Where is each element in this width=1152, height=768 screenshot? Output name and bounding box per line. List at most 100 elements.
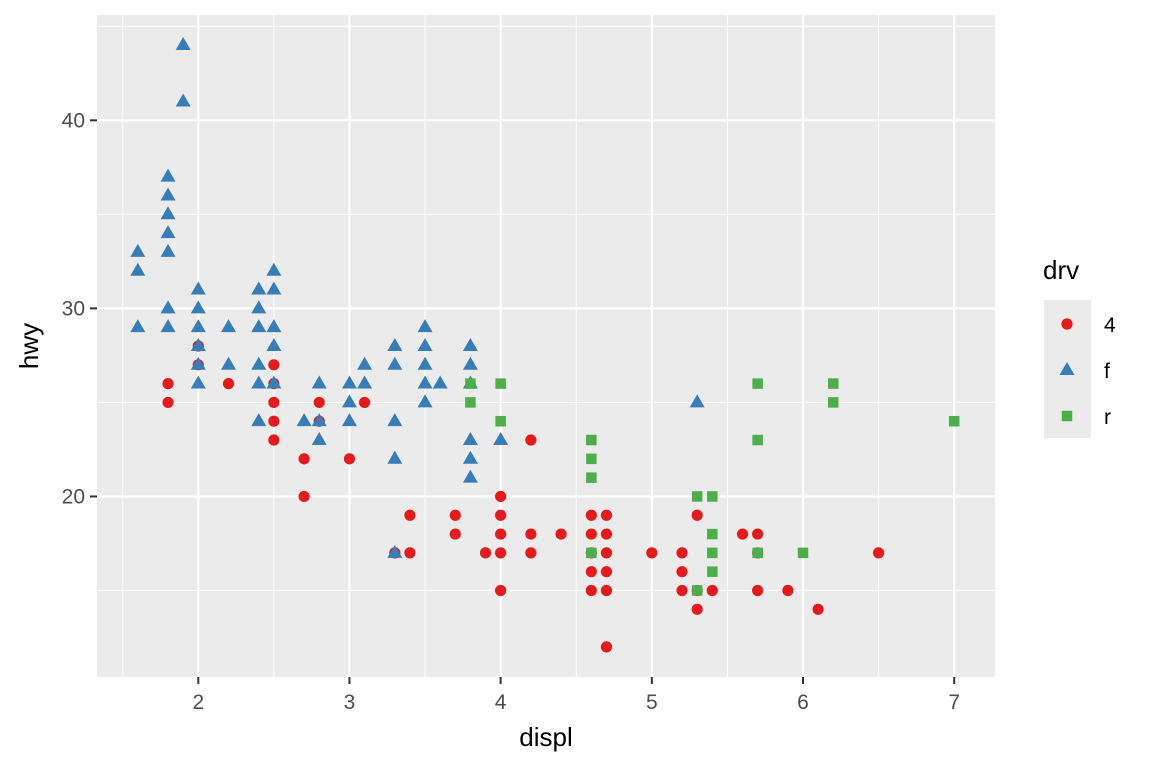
data-point	[268, 434, 280, 446]
data-point	[162, 396, 174, 409]
data-point	[555, 528, 567, 540]
data-point	[266, 375, 282, 389]
y-tick-label: 40	[62, 109, 85, 132]
data-point	[341, 394, 357, 408]
data-point	[251, 413, 267, 427]
data-point	[782, 584, 794, 597]
data-point	[417, 394, 433, 408]
data-point	[341, 413, 357, 427]
data-point	[585, 584, 597, 597]
data-point	[586, 547, 597, 559]
major-gridlines	[97, 15, 995, 677]
data-point	[175, 93, 191, 107]
data-point	[462, 337, 478, 351]
data-point	[311, 375, 327, 389]
data-point	[495, 528, 507, 540]
data-point	[190, 319, 206, 333]
data-point	[600, 584, 613, 597]
legend-label: f	[1104, 360, 1110, 383]
data-point	[357, 356, 373, 370]
legend-key-r	[1061, 410, 1073, 422]
data-point	[479, 547, 492, 559]
legend: drv 4 fr	[1043, 255, 1116, 438]
data-point	[752, 378, 763, 389]
data-point	[251, 375, 267, 389]
data-point	[298, 490, 310, 503]
data-point	[752, 434, 763, 446]
x-tick-label: 2	[192, 691, 204, 714]
data-point	[449, 509, 461, 521]
data-point	[676, 547, 688, 559]
data-point	[341, 375, 357, 389]
data-point	[268, 415, 280, 427]
data-point	[495, 490, 507, 503]
data-point	[465, 378, 476, 389]
data-point	[449, 528, 461, 540]
data-point	[343, 453, 356, 465]
data-point	[493, 431, 509, 445]
data-point	[495, 415, 506, 427]
legend-title: drv	[1043, 255, 1079, 285]
data-point	[251, 356, 267, 370]
data-point	[387, 356, 403, 370]
data-point	[691, 603, 703, 615]
data-point	[160, 168, 176, 182]
data-point	[251, 281, 267, 295]
y-axis: 20 30 40	[62, 109, 97, 508]
data-point	[387, 544, 403, 558]
data-point	[160, 206, 176, 220]
x-axis: 2 3 4 5 6 7	[192, 677, 960, 714]
data-point	[417, 375, 433, 389]
data-point	[387, 337, 403, 351]
data-point	[676, 566, 688, 578]
data-point	[311, 431, 327, 445]
data-point	[600, 547, 613, 559]
data-point	[827, 397, 839, 408]
data-point	[676, 584, 688, 597]
data-point	[646, 547, 658, 559]
y-tick-label: 20	[62, 485, 85, 508]
x-tick-label: 5	[646, 691, 658, 714]
data-point	[691, 491, 703, 502]
data-point	[251, 319, 267, 333]
data-point	[872, 547, 885, 559]
legend-label: r	[1104, 406, 1111, 429]
data-point	[736, 528, 749, 540]
data-point	[162, 378, 174, 390]
data-point	[357, 375, 373, 389]
data-point	[190, 337, 206, 351]
series-f	[130, 37, 705, 558]
data-point	[585, 509, 597, 521]
data-point	[707, 528, 718, 540]
data-point	[585, 566, 597, 578]
data-point	[495, 584, 507, 597]
y-tick-label: 30	[62, 297, 85, 320]
data-point	[160, 300, 176, 314]
data-point	[707, 566, 718, 577]
data-point	[706, 584, 718, 597]
data-point	[296, 413, 312, 427]
data-point	[266, 337, 282, 351]
data-point	[689, 394, 705, 408]
data-point	[495, 378, 506, 389]
data-point	[586, 453, 597, 465]
data-point	[417, 319, 433, 333]
x-tick-label: 6	[797, 691, 809, 714]
x-tick-label: 3	[344, 691, 356, 714]
data-point	[268, 396, 280, 409]
data-point	[160, 225, 176, 239]
data-point	[797, 547, 809, 559]
data-point	[266, 319, 282, 333]
data-point	[221, 356, 237, 370]
data-point	[707, 547, 718, 559]
series-r	[465, 378, 960, 596]
data-point	[752, 547, 763, 559]
data-point	[586, 434, 597, 446]
data-point	[495, 509, 507, 521]
data-point	[465, 397, 476, 408]
legend-label: 4	[1104, 314, 1116, 337]
data-point	[404, 547, 416, 559]
y-axis-title: hwy	[14, 323, 44, 369]
data-point	[404, 509, 416, 521]
data-point	[432, 375, 448, 389]
